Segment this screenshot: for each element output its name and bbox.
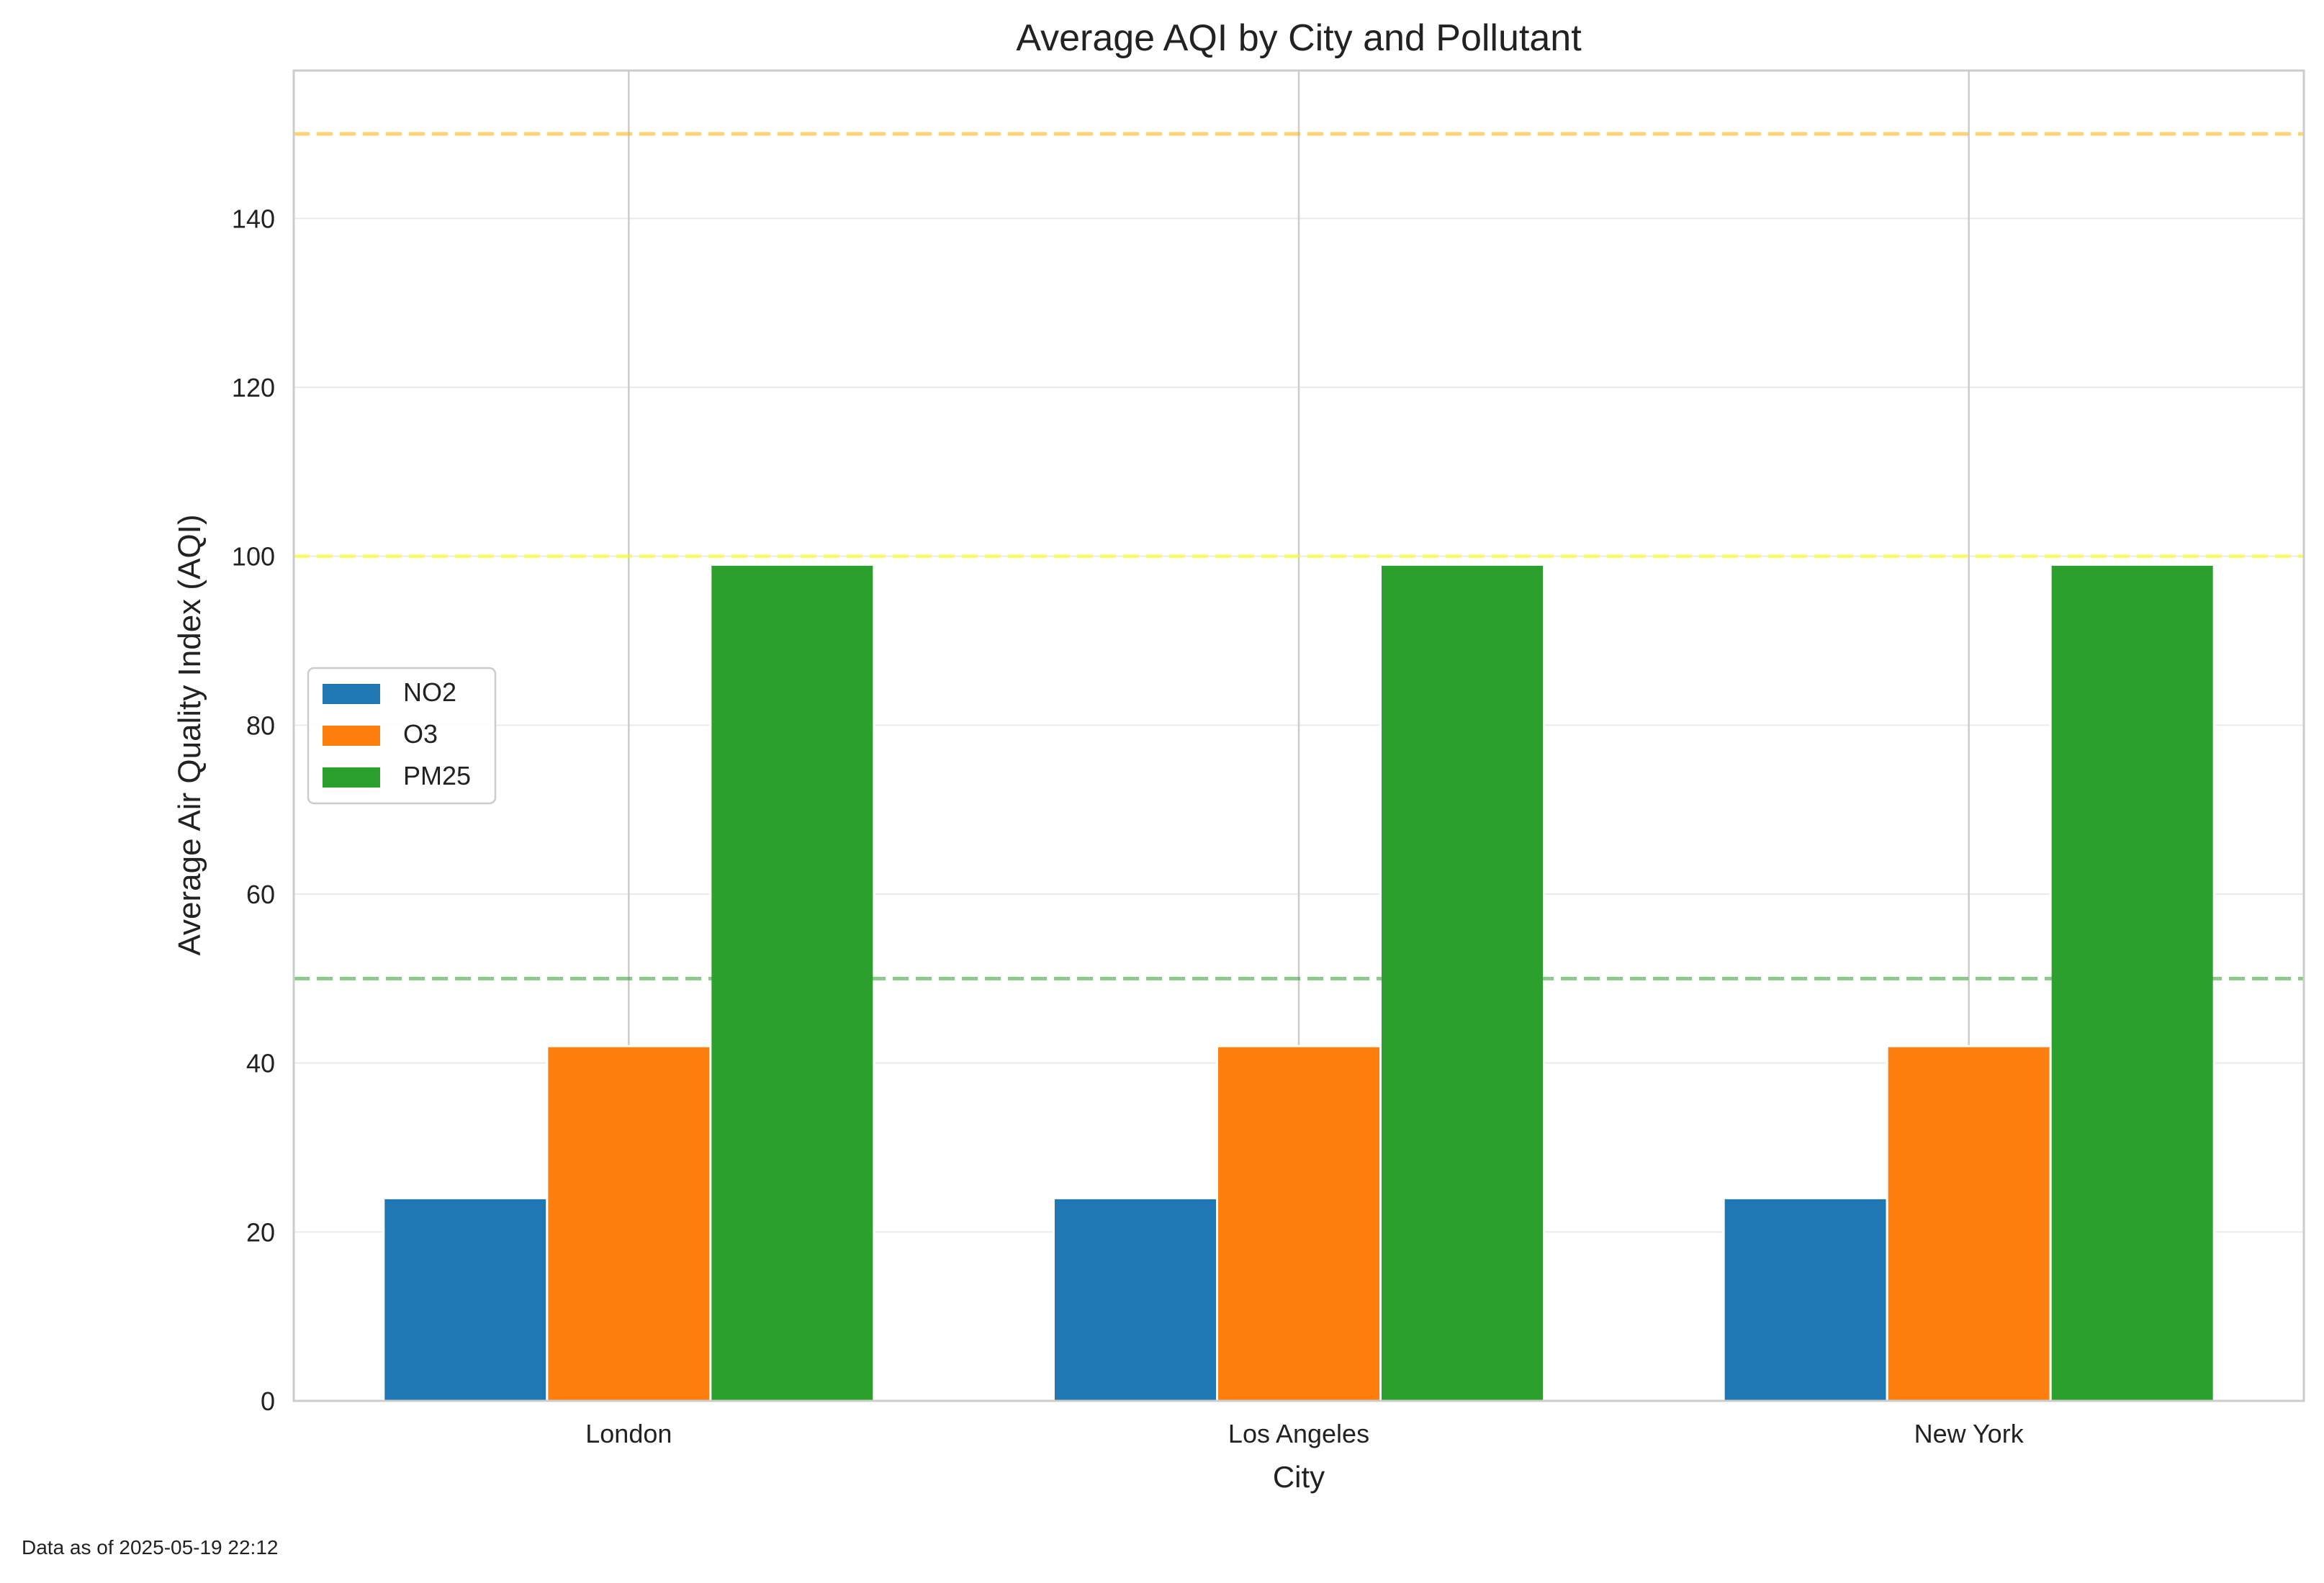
legend-label-no2: NO2 xyxy=(403,677,456,707)
legend-label-o3: O3 xyxy=(403,719,438,749)
footnote: Data as of 2025-05-19 22:12 xyxy=(22,1536,279,1559)
bar-no2-london xyxy=(382,1196,549,1402)
bar-o3-london xyxy=(546,1045,712,1402)
reference-lines xyxy=(294,132,2304,980)
x-tick-label: Los Angeles xyxy=(1228,1419,1369,1448)
legend-swatch-no2 xyxy=(323,684,380,704)
bar-o3-new-york xyxy=(1886,1045,2052,1402)
x-tick-label: London xyxy=(585,1419,672,1448)
y-tick-label: 120 xyxy=(232,373,275,402)
plot-frame xyxy=(292,69,2305,1402)
chart-title: Average AQI by City and Pollutant xyxy=(1016,17,1582,59)
bars xyxy=(382,563,2215,1402)
y-tick-label: 40 xyxy=(246,1049,275,1078)
bar-pm25-new-york xyxy=(2049,563,2215,1402)
y-tick-label: 0 xyxy=(261,1386,275,1416)
y-tick-label: 100 xyxy=(232,542,275,572)
y-tick-label: 80 xyxy=(246,711,275,740)
legend-label-pm25: PM25 xyxy=(403,761,471,790)
y-tick-label: 20 xyxy=(246,1217,275,1247)
bar-no2-los-angeles xyxy=(1053,1196,1218,1402)
y-axis-label: Average Air Quality Index (AQI) xyxy=(172,514,207,955)
bar-no2-new-york xyxy=(1722,1196,1888,1402)
y-tick-label: 140 xyxy=(232,204,275,233)
legend-swatch-o3 xyxy=(323,726,380,746)
bar-pm25-los-angeles xyxy=(1379,563,1545,1402)
x-tick-labels: London Los Angeles New York xyxy=(585,1419,2024,1448)
legend-swatch-pm25 xyxy=(323,767,380,788)
y-tick-labels: 0 20 40 60 80 100 120 140 xyxy=(232,204,275,1416)
x-tick-label: New York xyxy=(1914,1419,2025,1448)
y-tick-label: 60 xyxy=(246,880,275,909)
bar-o3-los-angeles xyxy=(1216,1045,1382,1402)
legend: NO2 O3 PM25 xyxy=(307,667,497,805)
x-axis-label: City xyxy=(1273,1460,1325,1494)
bar-pm25-london xyxy=(709,563,875,1402)
